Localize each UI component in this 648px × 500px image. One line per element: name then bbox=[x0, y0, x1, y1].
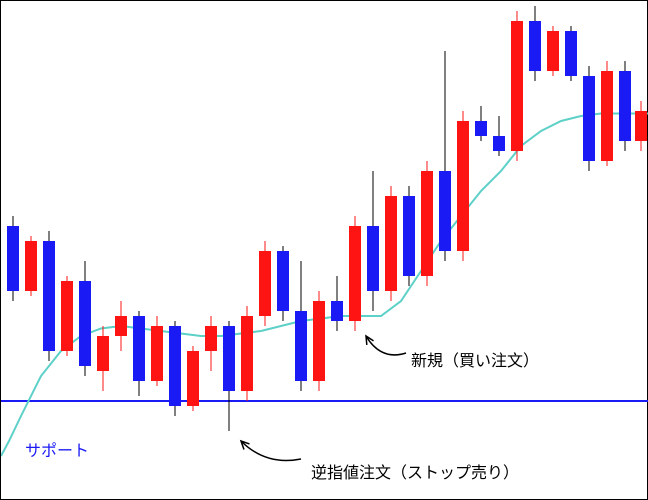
annotation-stop-label: 逆指値注文（ストップ売り） bbox=[311, 459, 519, 483]
candle-body bbox=[635, 111, 647, 141]
candle-body bbox=[187, 351, 199, 406]
candle-body bbox=[349, 226, 361, 321]
moving-average-line bbox=[1, 114, 648, 457]
candle-body bbox=[61, 281, 73, 351]
chart-canvas bbox=[1, 1, 648, 500]
candle-body bbox=[331, 301, 343, 321]
candle-body bbox=[259, 251, 271, 316]
candlestick-chart: サポート 新規（買い注文） 逆指値注文（ストップ売り） bbox=[0, 0, 648, 500]
candle-body bbox=[439, 171, 451, 251]
candle-body bbox=[421, 171, 433, 276]
candle-body bbox=[133, 316, 145, 381]
candle-body bbox=[547, 31, 559, 71]
candle-body bbox=[205, 326, 217, 351]
candle-body bbox=[475, 121, 487, 136]
annotation-arrow-stop bbox=[241, 441, 301, 461]
candle-body bbox=[583, 76, 595, 161]
annotation-arrow-entry bbox=[366, 336, 406, 355]
candle-body bbox=[79, 281, 91, 366]
candle-body bbox=[457, 121, 469, 251]
candle-body bbox=[223, 326, 235, 391]
candle-body bbox=[601, 71, 613, 161]
candle-body bbox=[619, 71, 631, 141]
candle-body bbox=[115, 316, 127, 336]
candle-body bbox=[97, 336, 109, 371]
candle-body bbox=[529, 21, 541, 71]
support-label: サポート bbox=[25, 437, 89, 461]
candle-body bbox=[295, 311, 307, 381]
annotation-entry-label: 新規（買い注文） bbox=[411, 347, 539, 371]
candle-body bbox=[241, 316, 253, 391]
candle-body bbox=[493, 136, 505, 151]
candle-body bbox=[565, 31, 577, 76]
candle-body bbox=[403, 196, 415, 276]
candle-body bbox=[43, 241, 55, 351]
candle-body bbox=[169, 326, 181, 406]
candle-body bbox=[25, 241, 37, 291]
candle-body bbox=[511, 21, 523, 151]
candle-body bbox=[313, 301, 325, 381]
candle-body bbox=[277, 251, 289, 311]
candle-body bbox=[151, 326, 163, 381]
candle-body bbox=[7, 226, 19, 291]
candle-body bbox=[367, 226, 379, 291]
candle-body bbox=[385, 196, 397, 291]
